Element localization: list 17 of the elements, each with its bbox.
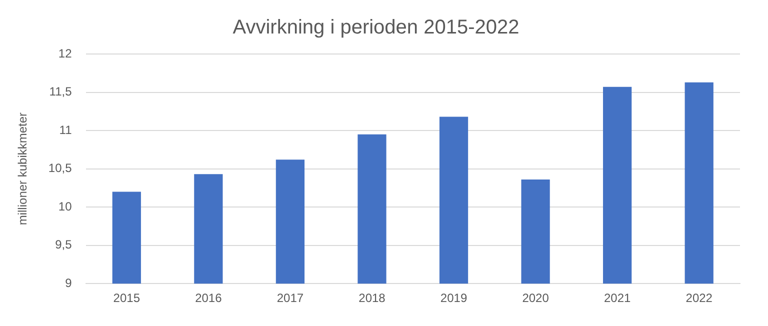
y-tick-label: 9,5	[55, 238, 72, 252]
y-tick-label: 9	[65, 276, 72, 290]
x-tick-label: 2015	[113, 291, 140, 306]
x-tick-label: 2021	[604, 291, 631, 306]
x-tick-label: 2018	[358, 291, 386, 306]
x-tick-label: 2022	[686, 291, 713, 306]
x-tick-label: 2016	[195, 291, 222, 306]
x-tick-label: 2019	[440, 291, 468, 306]
y-tick-label: 10,5	[48, 161, 72, 176]
y-tick-label: 11,5	[49, 84, 72, 99]
y-tick-label: 10	[58, 199, 72, 214]
y-tick-label: 11	[59, 122, 72, 137]
x-tick-label: 2017	[276, 291, 304, 306]
y-tick-label: 12	[58, 46, 72, 60]
chart-title: Avvirkning i perioden 2015-2022	[232, 16, 520, 39]
y-axis-title: millioner kubikkmeter	[16, 112, 30, 226]
x-tick-label: 2020	[522, 291, 550, 306]
